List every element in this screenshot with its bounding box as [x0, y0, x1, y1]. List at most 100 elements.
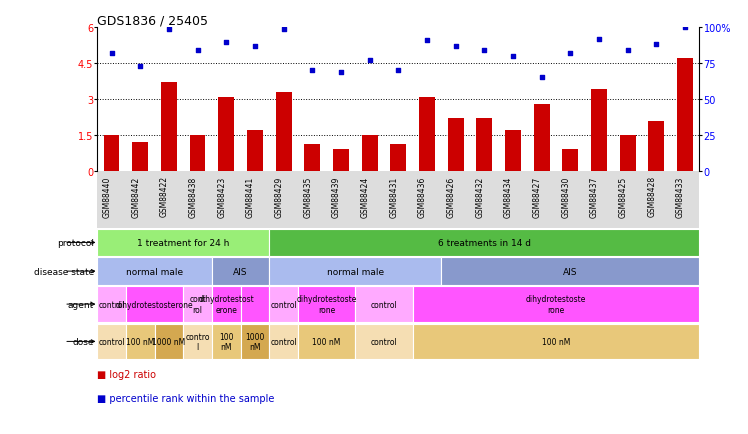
Bar — [298, 286, 355, 322]
Text: GSM88435: GSM88435 — [303, 176, 312, 217]
Text: GSM88442: GSM88442 — [131, 176, 141, 217]
Point — [479, 48, 491, 55]
Point — [650, 42, 663, 49]
Point — [564, 50, 576, 57]
Text: GSM88440: GSM88440 — [102, 176, 111, 217]
Text: 1000 nM: 1000 nM — [153, 337, 186, 346]
Text: GSM88441: GSM88441 — [246, 176, 255, 217]
Bar — [212, 286, 241, 322]
Point — [393, 68, 405, 75]
Text: dihydrotestoste
rone: dihydrotestoste rone — [526, 295, 586, 314]
Text: AIS: AIS — [233, 267, 248, 276]
Text: control: control — [370, 300, 397, 309]
Bar — [104, 135, 120, 171]
Text: GSM88431: GSM88431 — [389, 176, 399, 217]
Text: GDS1836 / 25405: GDS1836 / 25405 — [97, 14, 208, 27]
Bar — [155, 324, 183, 359]
Point — [220, 39, 232, 46]
Text: GSM88433: GSM88433 — [676, 176, 685, 217]
Bar — [413, 286, 699, 322]
Bar — [562, 150, 578, 171]
Bar — [126, 286, 183, 322]
Bar — [269, 229, 699, 256]
Bar — [241, 286, 269, 322]
Point — [306, 68, 318, 75]
Bar — [355, 324, 413, 359]
Point — [335, 69, 347, 76]
Text: contro
l: contro l — [186, 332, 210, 351]
Text: 100
nM: 100 nM — [219, 332, 233, 351]
Bar — [183, 324, 212, 359]
Bar — [649, 121, 664, 171]
Text: GSM88424: GSM88424 — [361, 176, 370, 217]
Text: dose: dose — [73, 337, 94, 346]
Bar — [247, 131, 263, 171]
Bar — [476, 119, 492, 171]
Bar — [298, 324, 355, 359]
Text: disease state: disease state — [34, 267, 94, 276]
Bar — [183, 286, 212, 322]
Text: dihydrotestost
erone: dihydrotestost erone — [198, 295, 254, 314]
Bar — [333, 150, 349, 171]
Text: 100 nM: 100 nM — [126, 337, 154, 346]
Text: normal male: normal male — [327, 267, 384, 276]
Text: 1000
nM: 1000 nM — [245, 332, 265, 351]
Point — [278, 26, 289, 33]
Bar — [441, 258, 699, 285]
Bar — [212, 324, 241, 359]
Bar — [413, 324, 699, 359]
Text: GSM88432: GSM88432 — [475, 176, 485, 217]
Text: control: control — [270, 300, 297, 309]
Point — [105, 50, 117, 57]
Text: 1 treatment for 24 h: 1 treatment for 24 h — [137, 238, 230, 247]
Text: control: control — [270, 337, 297, 346]
Point — [679, 25, 691, 32]
Text: GSM88429: GSM88429 — [275, 176, 283, 217]
Bar — [212, 258, 269, 285]
Bar — [419, 97, 435, 171]
Bar — [276, 92, 292, 171]
Text: GSM88439: GSM88439 — [332, 176, 341, 217]
Bar — [161, 83, 177, 171]
Bar — [97, 258, 212, 285]
Bar — [355, 286, 413, 322]
Text: protocol: protocol — [58, 238, 94, 247]
Bar — [591, 90, 607, 171]
Bar — [448, 119, 464, 171]
Bar — [97, 324, 126, 359]
Text: AIS: AIS — [563, 267, 577, 276]
Bar — [190, 135, 206, 171]
Bar — [534, 105, 550, 171]
Text: control: control — [370, 337, 397, 346]
Text: GSM88428: GSM88428 — [647, 176, 657, 217]
Bar — [97, 286, 126, 322]
Text: GSM88436: GSM88436 — [418, 176, 427, 217]
Point — [450, 43, 462, 50]
Text: control: control — [98, 337, 125, 346]
Bar — [269, 324, 298, 359]
Text: ■ percentile rank within the sample: ■ percentile rank within the sample — [97, 393, 275, 403]
Text: GSM88422: GSM88422 — [160, 176, 169, 217]
Bar — [620, 135, 636, 171]
Text: ■ log2 ratio: ■ log2 ratio — [97, 369, 156, 379]
Text: GSM88437: GSM88437 — [590, 176, 599, 217]
Bar — [218, 97, 234, 171]
Point — [421, 38, 433, 45]
Text: normal male: normal male — [126, 267, 183, 276]
Text: GSM88434: GSM88434 — [504, 176, 513, 217]
Bar — [390, 145, 406, 171]
Bar — [97, 229, 269, 256]
Point — [364, 58, 375, 65]
Text: 6 treatments in 14 d: 6 treatments in 14 d — [438, 238, 531, 247]
Text: cont
rol: cont rol — [189, 295, 206, 314]
Text: dihydrotestoste
rone: dihydrotestoste rone — [296, 295, 357, 314]
Bar — [132, 143, 148, 171]
Point — [507, 53, 519, 60]
Point — [622, 48, 634, 55]
Text: GSM88426: GSM88426 — [447, 176, 456, 217]
Text: GSM88423: GSM88423 — [217, 176, 226, 217]
Text: control: control — [98, 300, 125, 309]
Bar — [505, 131, 521, 171]
Point — [135, 63, 147, 70]
Bar — [269, 286, 298, 322]
